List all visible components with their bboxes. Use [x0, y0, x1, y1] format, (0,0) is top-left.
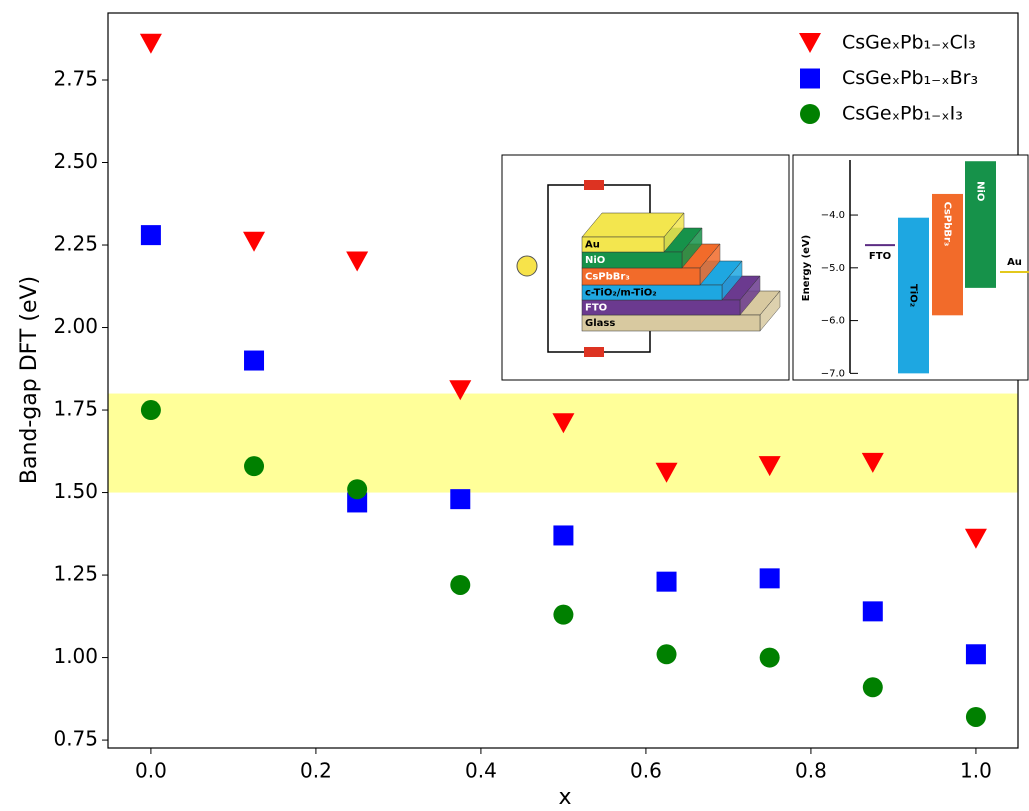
y-tick-label: 0.75 — [53, 727, 98, 751]
point — [449, 380, 472, 401]
bar-label: NiO — [975, 181, 986, 201]
device-inset: Glass FTO c-TiO₂/m-TiO₂ CsPbBr₃ NiO Au — [501, 154, 790, 381]
point — [759, 568, 780, 589]
point — [862, 677, 883, 698]
energy-bar — [898, 217, 929, 374]
y-tick-label: 1.00 — [53, 644, 98, 668]
point — [964, 528, 987, 549]
point — [140, 400, 161, 421]
point — [553, 525, 574, 546]
energy-axis-label: Energy (eV) — [801, 235, 812, 301]
energy-bar — [932, 193, 963, 316]
y-tick-label: 2.25 — [53, 232, 98, 256]
point — [861, 452, 884, 473]
y-tick-label: 2.00 — [53, 314, 98, 338]
layer-label: c-TiO₂/m-TiO₂ — [585, 288, 657, 299]
point — [656, 571, 677, 592]
energy-bar — [965, 161, 996, 288]
x-tick-label: 0.4 — [465, 759, 497, 783]
x-tick-label: 0.2 — [300, 759, 332, 783]
legend-marker — [800, 104, 820, 124]
point — [758, 456, 781, 477]
y-tick-label: 2.75 — [53, 66, 98, 90]
layer-label: CsPbBr₃ — [585, 272, 630, 283]
point — [244, 456, 265, 477]
energy-inset: Energy (eV) −4.0 −5.0 −6.0 −7.0 TiO₂ CsPbBr₃ N… — [792, 154, 1029, 381]
point — [965, 644, 986, 665]
level-label: Au — [1007, 257, 1022, 268]
x-tick-label: 1.0 — [960, 759, 992, 783]
point — [759, 647, 780, 668]
y-tick-label: −6.0 — [821, 316, 845, 327]
point — [450, 574, 471, 595]
point — [346, 251, 369, 272]
point — [139, 33, 162, 54]
bar-label: TiO₂ — [908, 284, 919, 307]
arrow — [584, 347, 604, 357]
legend-marker — [799, 33, 821, 53]
y-tick-label: 1.75 — [53, 397, 98, 421]
layer-label: FTO — [585, 303, 607, 314]
point — [862, 601, 883, 622]
bulb — [516, 255, 538, 277]
point — [243, 231, 266, 252]
point — [347, 479, 368, 500]
y-tick-label: 2.50 — [53, 149, 98, 173]
legend-label: CsGeₓPb₁₋ₓI₃ — [842, 103, 963, 125]
point — [965, 706, 986, 727]
level-label: FTO — [869, 251, 891, 262]
point — [450, 489, 471, 510]
layer-label: Glass — [585, 318, 615, 329]
y-tick-label: 1.50 — [53, 479, 98, 503]
arrow — [584, 180, 604, 190]
point — [656, 644, 677, 665]
point — [552, 413, 575, 434]
wire — [547, 184, 651, 353]
bar-label: CsPbBr₃ — [942, 202, 953, 247]
y-tick-label: −5.0 — [821, 263, 845, 274]
legend-marker — [800, 68, 820, 89]
x-axis-label: x — [558, 785, 571, 810]
point — [553, 604, 574, 625]
point — [655, 462, 678, 483]
x-tick-label: 0.6 — [630, 759, 662, 783]
x-tick-label: 0.0 — [135, 759, 167, 783]
layer-label: NiO — [585, 255, 605, 266]
point — [244, 350, 265, 371]
y-tick-label: −4.0 — [821, 210, 845, 221]
y-tick-label: 1.25 — [53, 562, 98, 586]
y-tick-label: −7.0 — [821, 368, 845, 379]
layer-front — [581, 236, 665, 253]
y-axis-label: Band-gap DFT (eV) — [17, 276, 42, 484]
layer-label: Au — [585, 240, 600, 251]
legend-label: CsGeₓPb₁₋ₓCl₃ — [842, 32, 976, 54]
highlight-band — [108, 393, 1018, 493]
point — [140, 225, 161, 246]
legend-label: CsGeₓPb₁₋ₓBr₃ — [842, 67, 978, 89]
x-tick-label: 0.8 — [795, 759, 827, 783]
